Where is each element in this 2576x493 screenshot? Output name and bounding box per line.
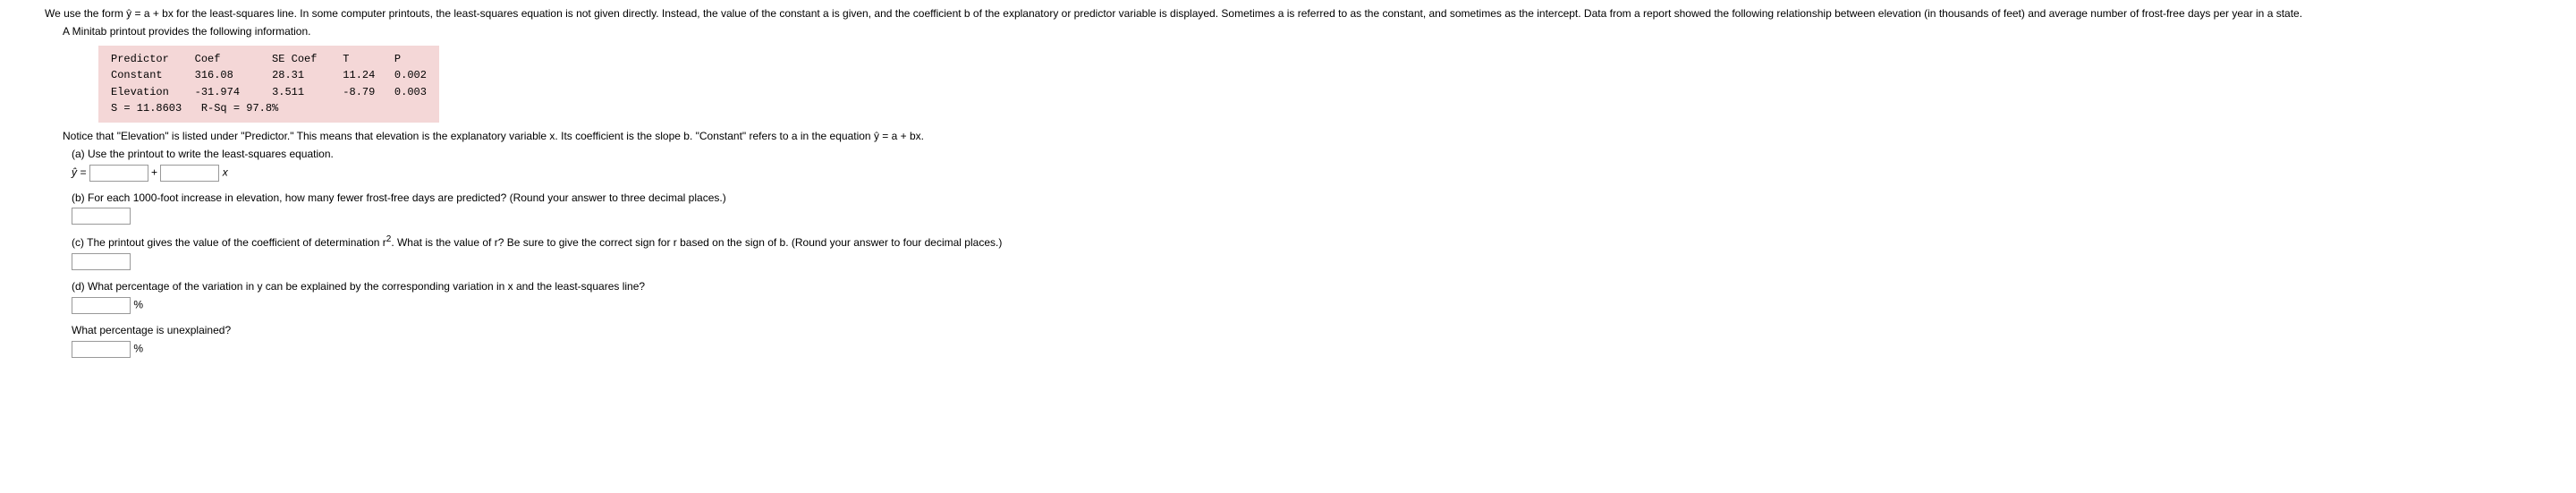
question-a: (a) Use the printout to write the least-… [72,147,2531,162]
eq-yhat: ŷ = [72,166,89,178]
minitab-row-constant: Constant 316.08 28.31 11.24 0.002 [111,69,427,81]
input-a-constant[interactable] [89,165,148,182]
minitab-printout: Predictor Coef SE Coef T P Constant 316.… [98,46,439,123]
input-c[interactable] [72,253,131,270]
input-b[interactable] [72,208,131,225]
intro-text: We use the form ŷ = a + bx for the least… [45,6,2531,21]
eq-plus: + [151,166,160,178]
input-d-unexplained[interactable] [72,341,131,358]
question-d2: What percentage is unexplained? [72,323,2531,338]
intro-line1: We use the form ŷ = a + bx for the least… [45,7,2302,20]
input-d-explained[interactable] [72,297,131,314]
question-c: (c) The printout gives the value of the … [72,234,2531,251]
input-a-slope[interactable] [160,165,219,182]
question-b: (b) For each 1000-foot increase in eleva… [72,191,2531,206]
minitab-header: Predictor Coef SE Coef T P [111,53,401,65]
question-d: (d) What percentage of the variation in … [72,279,2531,294]
notice-text: Notice that "Elevation" is listed under … [63,129,2531,144]
minitab-footer: S = 11.8603 R-Sq = 97.8% [111,102,278,115]
minitab-row-elevation: Elevation -31.974 3.511 -8.79 0.003 [111,86,427,98]
intro-line2: A Minitab printout provides the followin… [63,24,2531,39]
equation-row: ŷ = + x [72,165,2531,182]
eq-x: x [223,166,228,178]
pct-label-1: % [133,299,143,311]
pct-label-2: % [133,342,143,354]
